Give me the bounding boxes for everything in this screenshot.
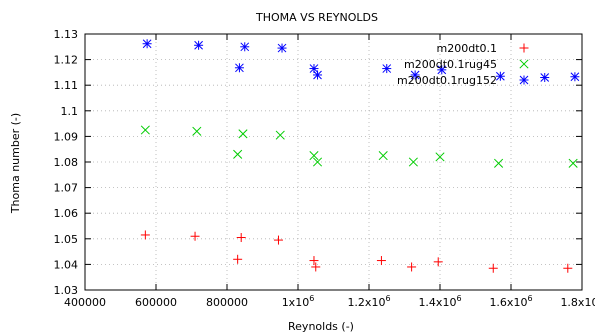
x-tick-label: 800000 (206, 296, 248, 309)
data-point-series-2 (568, 158, 578, 168)
x-tick-label: 1.4x106 (418, 294, 461, 309)
data-point-series-3 (410, 70, 420, 80)
x-axis-label: Reynolds (-) (288, 320, 354, 333)
y-tick-label: 1.03 (54, 284, 79, 297)
data-point-series-3 (142, 39, 152, 49)
y-tick-label: 1.07 (54, 182, 79, 195)
data-point-series-1 (376, 256, 386, 266)
data-point-series-2 (140, 125, 150, 135)
data-point-series-3 (495, 71, 505, 81)
y-tick-label: 1.08 (54, 156, 79, 169)
data-point-series-1 (233, 254, 243, 264)
data-point-series-2 (435, 152, 445, 162)
legend-marker (519, 59, 529, 69)
y-tick-label: 1.06 (54, 207, 79, 220)
x-tick-label: 1x106 (282, 294, 315, 309)
x-tick-label: 1.2x106 (347, 294, 390, 309)
legend-label: m200dt0.1rug45 (404, 58, 497, 71)
data-point-series-1 (309, 256, 319, 266)
data-point-series-2 (378, 151, 388, 161)
x-tick-label: 1.6x106 (489, 294, 532, 309)
legend: m200dt0.1 m200dt0.1rug45 m200dt0.1rug152 (397, 42, 529, 87)
data-points (140, 39, 580, 273)
y-tick-label: 1.05 (54, 233, 79, 246)
data-point-series-2 (275, 130, 285, 140)
grid-lines (85, 34, 582, 290)
plot-frame (84, 33, 583, 291)
data-point-series-2 (238, 129, 248, 139)
data-point-series-2 (408, 157, 418, 167)
data-point-series-3 (234, 63, 244, 73)
y-tick-label: 1.13 (54, 28, 79, 41)
chart-title: THOMA VS REYNOLDS (255, 11, 378, 24)
data-point-series-2 (309, 151, 319, 161)
legend-marker (519, 75, 529, 85)
legend-label: m200dt0.1rug152 (397, 74, 497, 87)
data-point-series-3 (313, 70, 323, 80)
data-point-series-2 (233, 149, 243, 159)
y-tick-label: 1.04 (54, 258, 79, 271)
data-point-series-1 (433, 257, 443, 267)
y-tick-label: 1.1 (61, 105, 79, 118)
data-point-series-1 (407, 262, 417, 272)
axis-ticks: 1.03 1.04 1.05 1.06 1.07 1.08 1.09 1.1 1.11 1.12 1… (54, 28, 595, 309)
x-tick-label: 400000 (64, 296, 106, 309)
legend-label: m200dt0.1 (437, 42, 498, 55)
data-point-series-3 (194, 40, 204, 50)
data-point-series-2 (312, 157, 323, 167)
y-tick-label: 1.11 (54, 79, 79, 92)
y-axis-label: Thoma number (-) (9, 113, 22, 214)
data-point-series-1 (488, 263, 498, 273)
y-tick-label: 1.12 (54, 54, 79, 67)
y-tick-label: 1.09 (54, 130, 79, 143)
data-point-series-3 (240, 42, 250, 52)
data-point-series-1 (236, 233, 246, 243)
data-point-series-2 (192, 126, 202, 136)
x-tick-label: 1.8x106 (560, 294, 595, 309)
x-tick-label: 600000 (135, 296, 177, 309)
data-point-series-3 (540, 73, 550, 83)
data-point-series-1 (311, 262, 321, 272)
data-point-series-3 (570, 72, 580, 82)
data-point-series-2 (494, 158, 504, 168)
data-point-series-1 (140, 230, 150, 240)
data-point-series-1 (563, 263, 573, 273)
data-point-series-3 (437, 65, 447, 75)
data-point-series-3 (382, 64, 392, 74)
data-point-series-1 (190, 231, 200, 241)
data-point-series-3 (277, 43, 287, 53)
legend-marker (519, 43, 529, 53)
data-point-series-1 (273, 235, 283, 245)
